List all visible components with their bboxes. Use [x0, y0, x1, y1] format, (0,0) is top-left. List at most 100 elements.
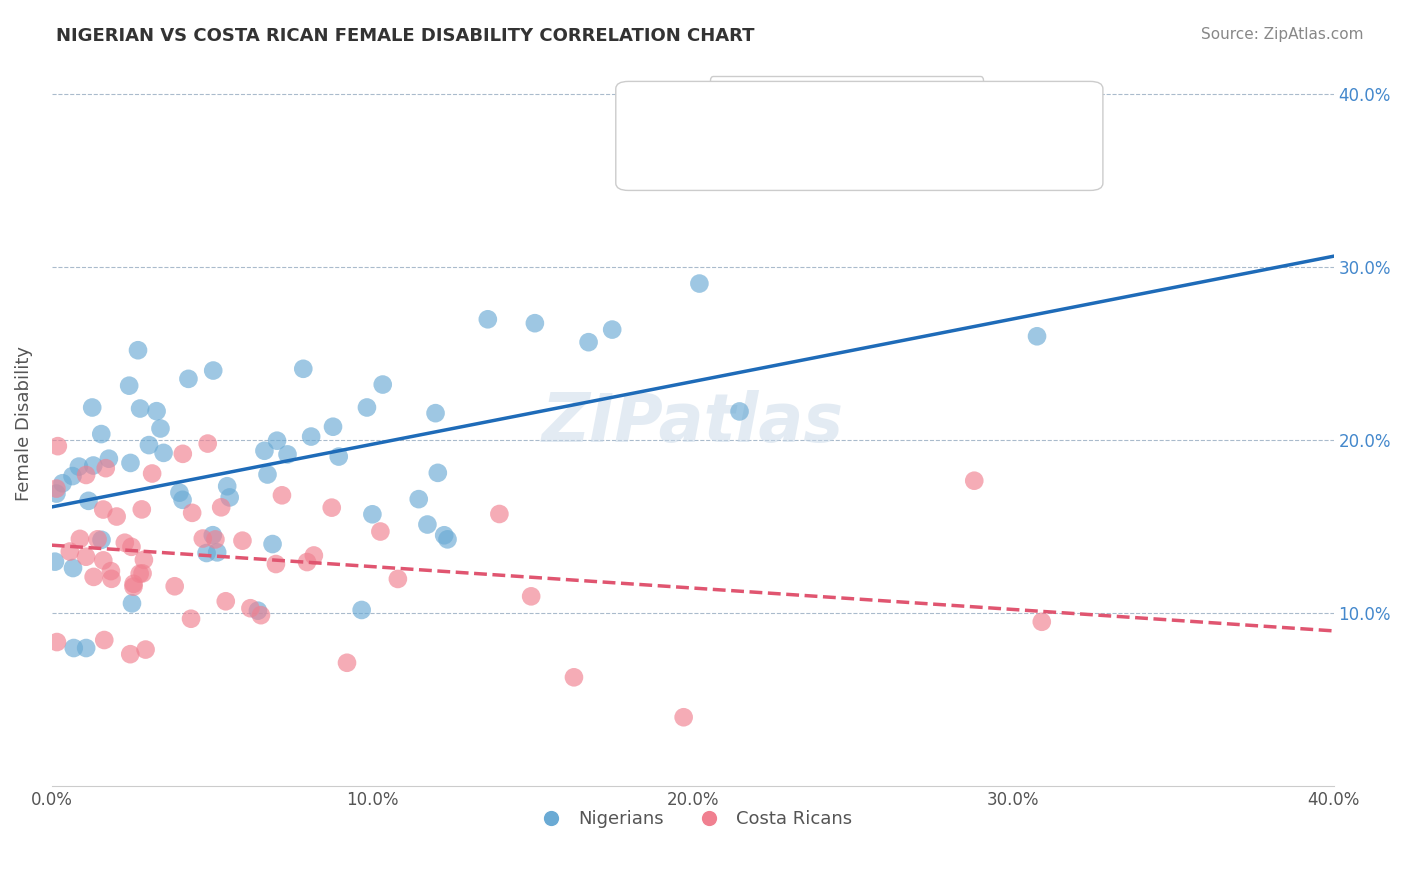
Point [100, 564, 122, 578]
Point [322, 419, 344, 434]
Point [292, 361, 315, 376]
Point [276, 447, 298, 461]
Point [67, 459, 90, 474]
Point [77, 493, 100, 508]
Point [1026, 329, 1049, 343]
Point [90, 427, 112, 442]
Point [105, 509, 128, 524]
Point [132, 553, 155, 567]
Point [321, 500, 343, 515]
Point [45, 482, 67, 496]
Point [120, 647, 142, 661]
Point [94, 461, 117, 475]
Point [209, 500, 232, 515]
Text: Source: ZipAtlas.com: Source: ZipAtlas.com [1201, 27, 1364, 42]
Point [120, 456, 142, 470]
Point [672, 710, 695, 724]
Point [436, 533, 458, 547]
Point [1031, 615, 1053, 629]
Point [129, 401, 152, 416]
Point [197, 436, 219, 450]
Legend: Nigerians, Costa Ricans: Nigerians, Costa Ricans [526, 803, 859, 836]
Point [218, 491, 240, 505]
Point [361, 508, 384, 522]
Point [191, 532, 214, 546]
Point [217, 479, 239, 493]
Point [215, 594, 238, 608]
Point [408, 492, 430, 507]
Point [201, 528, 224, 542]
Point [122, 577, 145, 591]
Point [205, 545, 228, 559]
Point [177, 372, 200, 386]
Point [328, 450, 350, 464]
Point [45, 486, 67, 500]
Point [169, 485, 191, 500]
Point [264, 557, 287, 571]
Point [135, 642, 157, 657]
Point [122, 580, 145, 594]
Text: NIGERIAN VS COSTA RICAN FEMALE DISABILITY CORRELATION CHART: NIGERIAN VS COSTA RICAN FEMALE DISABILIT… [56, 27, 755, 45]
Point [93, 633, 115, 648]
Point [121, 596, 143, 610]
Point [728, 404, 751, 418]
Point [91, 502, 114, 516]
Text: ZIPatlas: ZIPatlas [541, 390, 844, 456]
Point [477, 312, 499, 326]
Point [963, 474, 986, 488]
Point [520, 590, 543, 604]
Point [45, 635, 67, 649]
Point [356, 401, 378, 415]
Point [128, 566, 150, 581]
Point [387, 572, 409, 586]
Point [82, 401, 104, 415]
Point [426, 466, 449, 480]
Point [149, 421, 172, 435]
Point [253, 443, 276, 458]
Point [266, 434, 288, 448]
Y-axis label: Female Disability: Female Disability [15, 345, 32, 500]
Point [59, 544, 82, 558]
Point [256, 467, 278, 482]
Point [336, 656, 359, 670]
Point [239, 601, 262, 615]
Point [302, 549, 325, 563]
Point [62, 561, 84, 575]
Point [271, 488, 294, 502]
Point [295, 555, 318, 569]
Point [121, 540, 143, 554]
Point [416, 517, 439, 532]
Point [62, 640, 84, 655]
Point [172, 492, 194, 507]
Point [69, 532, 91, 546]
Point [163, 579, 186, 593]
Point [90, 533, 112, 547]
Point [181, 506, 204, 520]
Point [100, 572, 122, 586]
Point [141, 467, 163, 481]
Point [202, 363, 225, 377]
Point [523, 316, 546, 330]
Point [350, 603, 373, 617]
Point [299, 429, 322, 443]
Point [114, 535, 136, 549]
Point [131, 502, 153, 516]
Point [688, 277, 710, 291]
Point [578, 335, 600, 350]
Point [51, 476, 73, 491]
Point [250, 608, 273, 623]
Point [118, 378, 141, 392]
Point [86, 533, 108, 547]
Point [262, 537, 284, 551]
Point [488, 507, 510, 521]
Point [600, 322, 623, 336]
Point [75, 640, 97, 655]
Point [97, 451, 120, 466]
Point [172, 447, 194, 461]
Point [231, 533, 253, 548]
Point [370, 524, 392, 539]
Point [62, 469, 84, 483]
Point [131, 566, 153, 581]
Point [127, 343, 149, 358]
Point [425, 406, 447, 420]
